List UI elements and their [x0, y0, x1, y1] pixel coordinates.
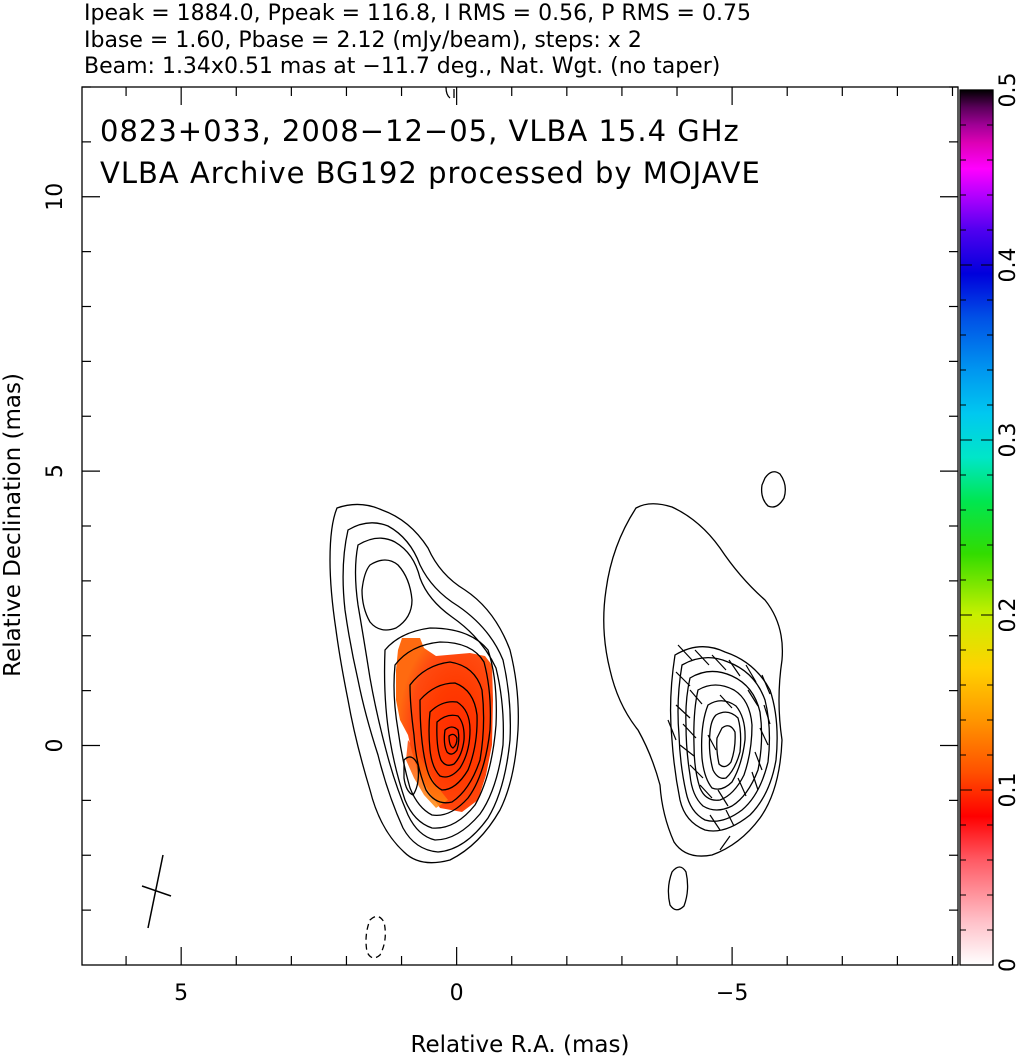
jet-pol-vectors — [667, 644, 771, 851]
x-tick-label: −5 — [716, 981, 748, 1006]
header-line-2: Ibase = 1.60, Pbase = 2.12 (mJy/beam), s… — [84, 28, 642, 53]
jet-contours — [603, 471, 786, 911]
neg-contour — [365, 915, 386, 959]
colorbar-tick-label: 0 — [996, 958, 1021, 972]
plot-title-line-2: VLBA Archive BG192 processed by MOJAVE — [100, 156, 761, 190]
edge-contour — [445, 87, 451, 99]
plot-title-line-1: 0823+033, 2008−12−05, VLBA 15.4 GHz — [100, 114, 740, 148]
colorbar-tick-label: 0.4 — [996, 248, 1021, 283]
x-tick-label: 5 — [174, 981, 188, 1006]
x-tick-label: 0 — [450, 981, 464, 1006]
x-ticks: 5 0 −5 — [125, 87, 954, 1006]
y-axis-label: Relative Declination (mas) — [0, 373, 26, 677]
colorbar-tick-label: 0.5 — [996, 73, 1021, 108]
plot-content — [141, 87, 786, 959]
header-line-3: Beam: 1.34x0.51 mas at −11.7 deg., Nat. … — [84, 54, 720, 79]
y-ticks: 0 5 10 — [43, 86, 958, 911]
colorbar-tick-label: 0.1 — [996, 773, 1021, 808]
core-pol-fill — [396, 638, 493, 812]
y-tick-label: 5 — [43, 464, 68, 478]
core-contours — [329, 503, 519, 864]
beam-marker — [141, 854, 172, 929]
y-tick-label: 10 — [43, 183, 68, 211]
colorbar — [959, 89, 994, 966]
plot-frame — [81, 86, 959, 966]
header-line-1: Ipeak = 1884.0, Ppeak = 116.8, I RMS = 0… — [84, 1, 751, 26]
x-axis-label: Relative R.A. (mas) — [411, 1032, 630, 1058]
colorbar-ticks: 0 0.1 0.2 0.3 0.4 0.5 — [960, 73, 1021, 972]
colorbar-tick-label: 0.2 — [996, 598, 1021, 633]
y-tick-label: 0 — [43, 739, 68, 753]
colorbar-tick-label: 0.3 — [996, 423, 1021, 458]
